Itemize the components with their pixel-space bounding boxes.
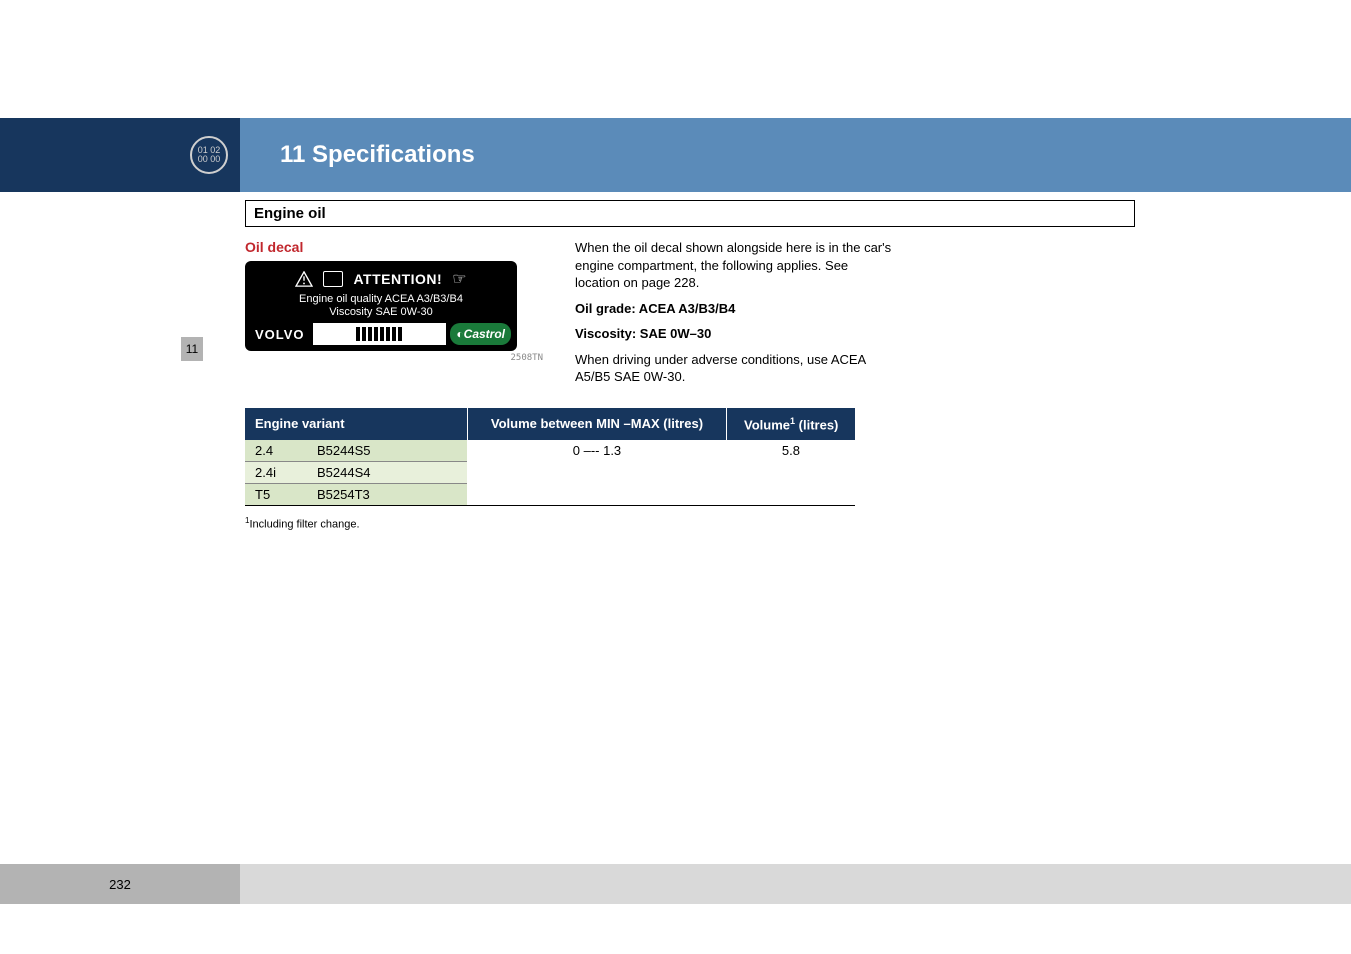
footer-bar: 232 bbox=[0, 864, 1351, 904]
page-content: Engine oil Oil decal ATTENTION! ☞ Engine… bbox=[245, 200, 1135, 531]
decal-code: 2508TN bbox=[245, 353, 545, 363]
decal-top-row: ATTENTION! ☞ bbox=[251, 267, 511, 293]
th-vol-total: Volume1 (litres) bbox=[727, 408, 855, 440]
cell-vol-total: 5.8 bbox=[727, 440, 855, 506]
viscosity-line: Viscosity: SAE 0W–30 bbox=[575, 325, 895, 343]
cell-variant: 2.4 bbox=[245, 440, 307, 462]
th-vol-minmax: Volume between MIN –MAX (litres) bbox=[467, 408, 727, 440]
footer-right-segment bbox=[240, 864, 1351, 904]
cell-code: B5244S4 bbox=[307, 462, 467, 484]
oil-decal-graphic: ATTENTION! ☞ Engine oil quality ACEA A3/… bbox=[245, 261, 517, 351]
warning-triangle-icon bbox=[295, 271, 313, 287]
right-column: When the oil decal shown alongside here … bbox=[575, 239, 895, 394]
side-tab-chapter-number: 11 bbox=[181, 337, 203, 361]
cell-code: B5254T3 bbox=[307, 484, 467, 506]
decal-viscosity-line: Viscosity SAE 0W-30 bbox=[251, 306, 511, 319]
decal-attention-text: ATTENTION! bbox=[353, 271, 442, 287]
icon-glyph-text: 01 02 00 00 bbox=[192, 146, 226, 164]
footnote-text: Including filter change. bbox=[249, 519, 359, 531]
decal-bottom-row: VOLVO ◐Castrol bbox=[251, 323, 511, 345]
barcode-graphic bbox=[313, 323, 447, 345]
volvo-logo-text: VOLVO bbox=[251, 323, 309, 345]
left-column: Oil decal ATTENTION! ☞ Engine oil qualit… bbox=[245, 239, 545, 394]
oil-decal-heading: Oil decal bbox=[245, 239, 545, 255]
page-number: 232 bbox=[0, 864, 240, 904]
cell-variant: 2.4i bbox=[245, 462, 307, 484]
cell-vol-minmax: 0 –-- 1.3 bbox=[467, 440, 727, 506]
spec-chapter-icon: 01 02 00 00 bbox=[190, 136, 228, 174]
section-title-box: Engine oil bbox=[245, 200, 1135, 227]
manual-book-icon bbox=[323, 271, 343, 287]
th-engine-variant: Engine variant bbox=[245, 408, 467, 440]
intro-paragraph: When the oil decal shown alongside here … bbox=[575, 239, 895, 292]
cell-code: B5244S5 bbox=[307, 440, 467, 462]
oil-grade-line: Oil grade: ACEA A3/B3/B4 bbox=[575, 300, 895, 318]
chapter-title: 11 Specifications bbox=[240, 118, 1351, 192]
section-title: Engine oil bbox=[254, 205, 1126, 222]
banner-dark-segment: 01 02 00 00 bbox=[0, 118, 240, 192]
decal-mid-text: Engine oil quality ACEA A3/B3/B4 Viscosi… bbox=[251, 293, 511, 323]
pointing-hand-icon: ☞ bbox=[452, 269, 466, 289]
two-column-layout: Oil decal ATTENTION! ☞ Engine oil qualit… bbox=[245, 239, 1135, 394]
decal-quality-line: Engine oil quality ACEA A3/B3/B4 bbox=[251, 293, 511, 306]
adverse-conditions-paragraph: When driving under adverse conditions, u… bbox=[575, 351, 895, 386]
cell-variant: T5 bbox=[245, 484, 307, 506]
table-row: 2.4 B5244S5 0 –-- 1.3 5.8 bbox=[245, 440, 855, 462]
castrol-text: ◐Castrol bbox=[456, 327, 505, 341]
castrol-logo: ◐Castrol bbox=[450, 323, 511, 345]
chapter-banner: 01 02 00 00 11 Specifications bbox=[0, 118, 1351, 192]
footnote: 1Including filter change. bbox=[245, 516, 1135, 531]
engine-oil-table: Engine variant Volume between MIN –MAX (… bbox=[245, 408, 855, 506]
